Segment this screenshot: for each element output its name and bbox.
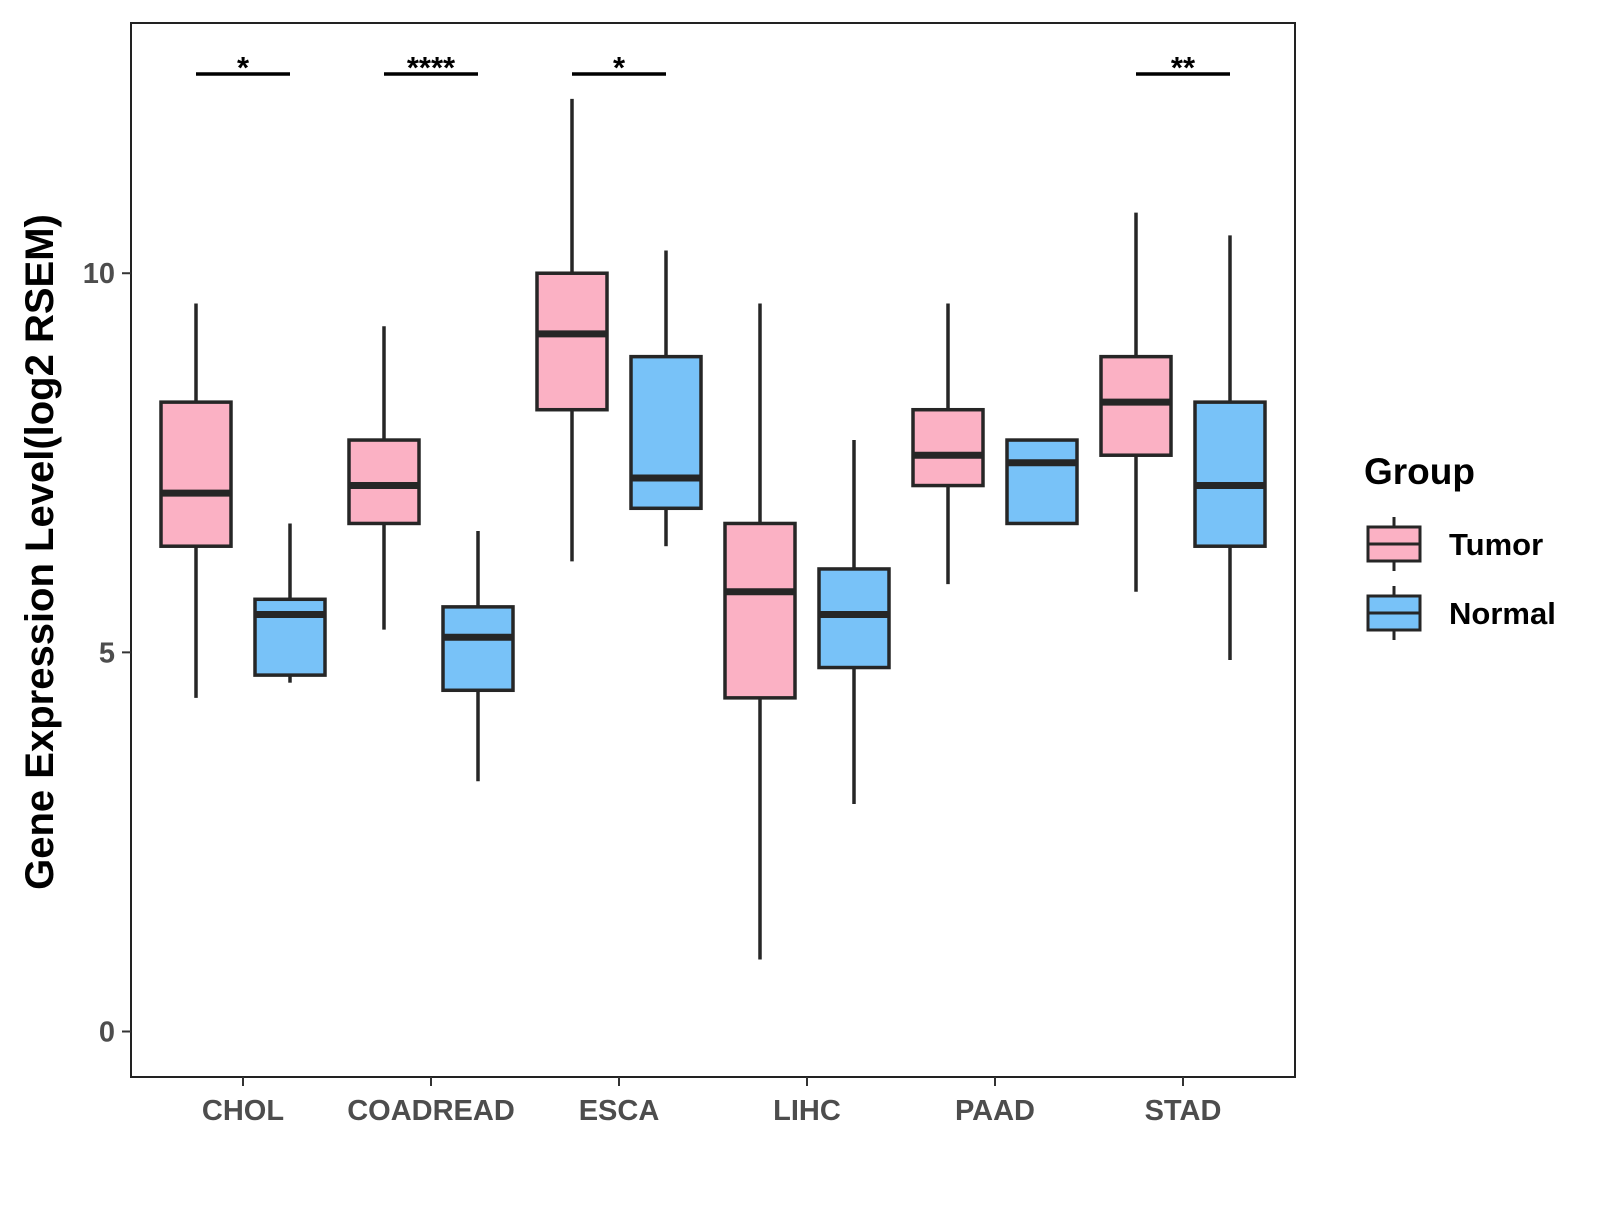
iqr-box-chol-normal [253,597,327,677]
iqr-box-paad-normal [1005,438,1079,526]
box-stad-tumor [1099,212,1173,592]
iqr-box-stad-tumor [1099,354,1173,457]
y-axis-title: Gene Expression Level(log2 RSEM) [18,214,62,890]
box-lihc-tumor [723,303,797,960]
box-lihc-normal [817,440,891,805]
significance-label-esca: * [613,50,626,85]
legend-label-tumor: Tumor [1449,527,1543,562]
box-paad-normal [1005,438,1079,526]
x-tick-label-coadread: COADREAD [347,1095,515,1127]
x-axis: CHOL COADREAD ESCA LIHC PAAD STAD [202,1077,1221,1127]
y-tick-label-5: 5 [99,637,115,669]
plot-panel-border [130,22,1296,1078]
box-esca-normal [629,250,703,547]
y-tick-label-0: 0 [99,1017,115,1049]
iqr-box-stad-normal [1193,400,1267,548]
significance-label-chol: * [237,50,250,85]
iqr-box-paad-tumor [911,407,985,488]
box-coadread-tumor [347,326,421,630]
x-tick-label-chol: CHOL [202,1095,284,1127]
box-chol-tumor [159,303,233,698]
box-chol-normal [253,523,327,683]
box-paad-tumor [911,303,985,585]
iqr-box-lihc-tumor [723,521,797,700]
x-tick-label-paad: PAAD [955,1095,1035,1127]
y-axis: 0 5 10 [83,258,131,1049]
iqr-box-coadread-tumor [347,438,421,526]
iqr-box-esca-tumor [535,271,609,412]
x-tick-label-stad: STAD [1145,1095,1222,1127]
significance-label-coadread: **** [407,50,456,85]
iqr-box-lihc-normal [817,567,891,670]
x-tick-label-lihc: LIHC [773,1095,841,1127]
legend-title: Group [1364,451,1475,492]
boxes-layer [159,98,1267,960]
legend-key-normal [1366,586,1422,640]
legend-label-normal: Normal [1449,596,1556,631]
box-esca-tumor [535,98,609,562]
box-coadread-normal [441,531,515,782]
significance-label-stad: ** [1171,50,1196,85]
legend-key-tumor [1366,517,1422,571]
y-tick-label-10: 10 [83,258,115,290]
iqr-box-esca-normal [629,354,703,511]
box-stad-normal [1193,235,1267,660]
significance-layer: * **** * ** [196,50,1230,85]
legend: Group Tumor Normal [1364,451,1556,640]
iqr-box-coadread-normal [441,605,515,693]
x-tick-label-esca: ESCA [579,1095,660,1127]
iqr-box-chol-tumor [159,400,233,548]
